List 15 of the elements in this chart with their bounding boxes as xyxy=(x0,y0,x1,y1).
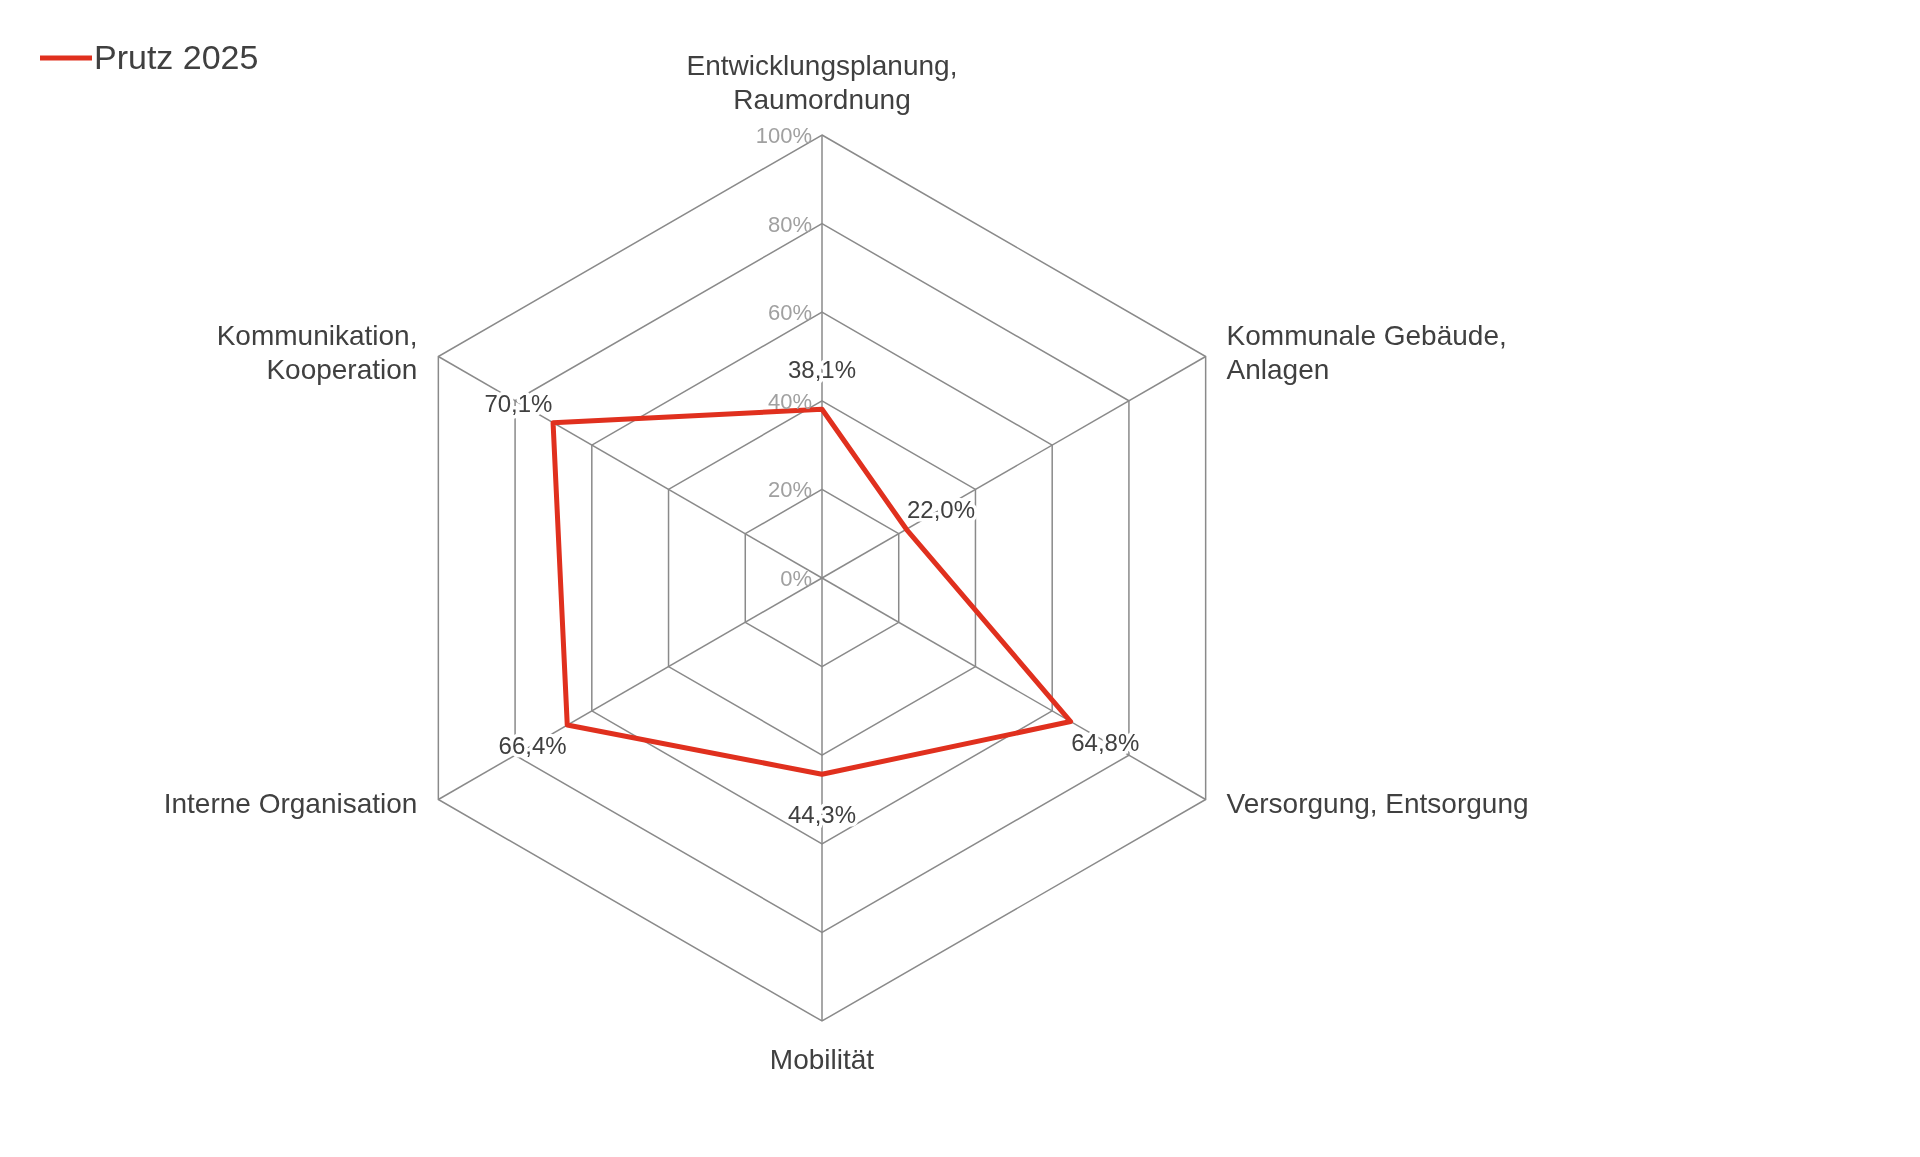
data-label: 38,1% xyxy=(787,356,857,384)
y-tick-label: 100% xyxy=(755,123,812,148)
y-tick-label: 60% xyxy=(767,300,812,326)
y-tick-label: 40% xyxy=(767,388,812,414)
spoke-label: Entwicklungsplanung, Raumordnung xyxy=(686,50,958,115)
data-label: 44,3% xyxy=(787,801,857,829)
y-tick-label: 20% xyxy=(767,477,812,503)
spoke-label: Versorgung, Entsorgung xyxy=(1226,787,1529,819)
y-tick-label: 0% xyxy=(780,566,812,591)
spoke-label: Mobilität xyxy=(769,1044,875,1075)
spoke-label: Kommunikation, Kooperation xyxy=(216,319,418,385)
spoke-label: Interne Organisation xyxy=(163,787,418,819)
legend-label: Prutz 2025 xyxy=(94,38,259,77)
y-tick-label: 80% xyxy=(767,211,812,237)
spoke-label: Kommunale Gebäude, Anlagen xyxy=(1226,319,1507,385)
